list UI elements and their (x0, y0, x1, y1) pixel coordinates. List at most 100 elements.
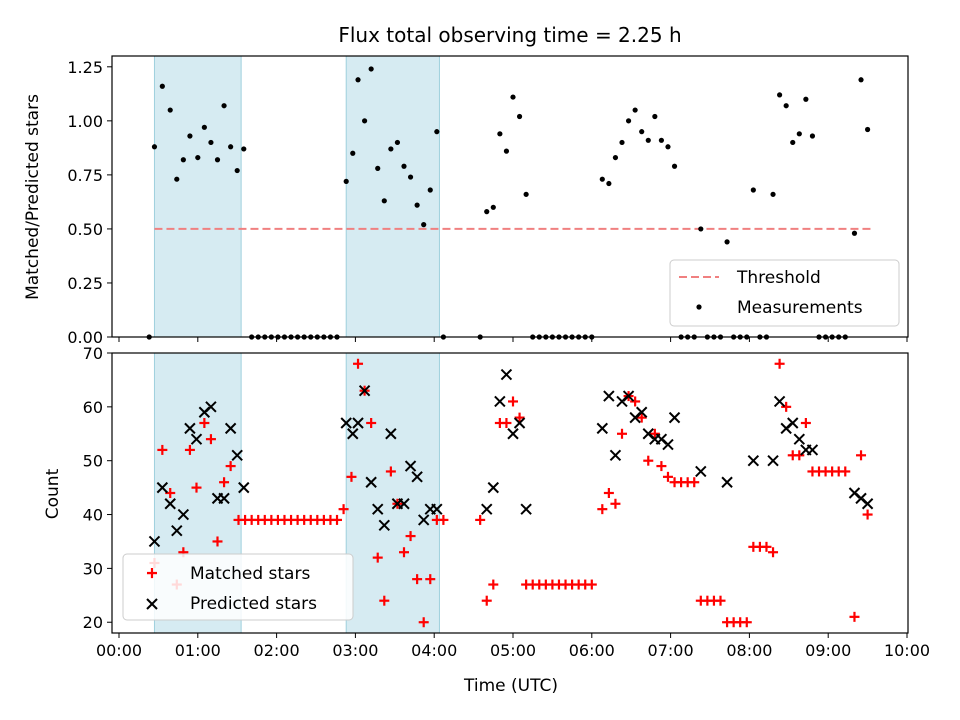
measurement-point (783, 103, 789, 109)
predicted-star-point (494, 395, 506, 408)
measurement-point (195, 154, 201, 161)
bottom-y-tick-label: 50 (83, 452, 103, 471)
predicted-star-point (793, 433, 806, 445)
predicted-star-point (417, 514, 430, 526)
matched-star-point (338, 504, 349, 515)
predicted-star-point (184, 422, 196, 435)
matched-star-point (412, 574, 423, 585)
matched-star-point (501, 418, 512, 428)
predicted-star-point (596, 422, 609, 435)
bottom-x-tick-label: 07:00 (648, 641, 694, 660)
measurement-point (523, 191, 529, 197)
bottom-x-tick-label: 09:00 (805, 641, 851, 660)
matched-star-point (353, 358, 364, 369)
measurement-point (858, 77, 864, 83)
matched-star-point (508, 396, 518, 407)
measurement-point (698, 226, 704, 232)
matched-star-point (781, 401, 792, 412)
predicted-star-point (721, 476, 733, 488)
predicted-star-point (861, 498, 874, 510)
top-y-tick-label: 0.00 (67, 328, 103, 347)
chart-title: Flux total observing time = 2.25 h (338, 23, 681, 47)
measurement-point (599, 176, 605, 182)
top-shaded-interval (153, 55, 242, 338)
predicted-star-point (171, 524, 183, 537)
matched-star-point (649, 428, 660, 439)
matched-star-point (630, 396, 641, 407)
matched-star-point (862, 509, 873, 520)
top-legend-box (669, 259, 900, 327)
bottom-x-tick-label: 02:00 (254, 641, 300, 660)
matched-star-point (346, 471, 357, 482)
predicted-star-point (365, 476, 377, 488)
matched-star-point (379, 595, 390, 606)
measurement-point (427, 187, 433, 193)
measurement-point (159, 83, 165, 89)
predicted-star-point (411, 471, 423, 483)
matched-star-point (405, 531, 416, 542)
predicted-star-point (520, 503, 532, 515)
predicted-star-point (609, 449, 622, 462)
predicted-star-point (378, 519, 391, 532)
bottom-legend: Matched stars Predicted stars (122, 553, 354, 621)
matched-star-point (849, 611, 860, 622)
measurement-point (777, 92, 783, 98)
predicted-star-point (806, 444, 819, 456)
measurement-point (361, 118, 368, 124)
top-y-tick-label: 0.25 (67, 274, 103, 293)
measurement-point (639, 129, 645, 135)
predicted-star-point (385, 428, 397, 440)
predicted-star-point (224, 422, 237, 435)
measurement-point (671, 163, 678, 169)
matched-star-point (481, 595, 492, 606)
matched-star-point (643, 455, 654, 466)
measurement-point (234, 167, 240, 174)
measurement-point (167, 107, 173, 113)
measurement-point (490, 204, 496, 210)
matched-star-point (768, 547, 779, 558)
measurement-point (503, 148, 510, 154)
measurement-point (865, 126, 871, 133)
top-y-tick-label: 0.75 (67, 166, 103, 185)
matched-star-point (438, 514, 449, 525)
measurement-point (516, 113, 523, 120)
measurement-point (381, 198, 387, 204)
matched-star-point (597, 504, 608, 515)
legend-matched-swatch (147, 568, 157, 578)
predicted-star-point (156, 481, 169, 494)
predicted-star-point (431, 503, 443, 515)
legend-measurement-swatch (696, 304, 702, 310)
predicted-star-point (622, 390, 635, 402)
measurement-point (388, 146, 394, 152)
matched-star-point (418, 617, 429, 628)
matched-star-point (199, 418, 210, 428)
predicted-star-point (668, 411, 681, 424)
legend-predicted-swatch (146, 598, 158, 610)
bottom-y-tick-label: 20 (83, 613, 103, 632)
matched-star-point (636, 412, 647, 423)
bottom-y-tick-label: 60 (83, 398, 103, 417)
matched-star-point (425, 574, 436, 585)
predicted-star-point (773, 395, 786, 408)
measurement-point (375, 165, 381, 171)
predicted-star-point (500, 368, 513, 381)
matched-star-point (332, 514, 343, 525)
measurement-point (770, 191, 776, 197)
predicted-star-point (347, 428, 359, 440)
x-axis-label: Time (UTC) (463, 676, 558, 696)
predicted-star-point (507, 428, 519, 440)
bottom-x-tick-label: 04:00 (411, 641, 457, 660)
measurement-point (619, 139, 625, 146)
matched-star-point (586, 579, 597, 590)
bottom-y-axis-label: Count (43, 468, 63, 519)
measurement-point (350, 150, 356, 156)
predicted-star-point (747, 454, 760, 467)
measurement-point (612, 154, 619, 161)
matched-star-point (603, 488, 614, 498)
predicted-star-point (513, 417, 526, 429)
measurement-point (221, 103, 227, 109)
matched-star-point (372, 552, 383, 563)
top-legend: Threshold Measurements (669, 259, 900, 327)
predicted-star-point (404, 460, 417, 472)
measurement-point (208, 139, 214, 146)
